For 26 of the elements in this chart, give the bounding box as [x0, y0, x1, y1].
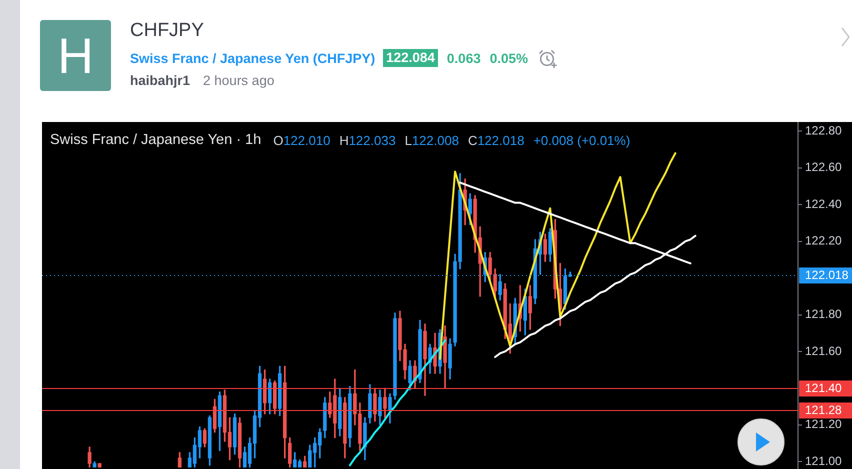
annotation: O122.010 — [273, 132, 330, 148]
y-tick-label: 122.60 — [805, 160, 842, 174]
y-tick-label: 121.80 — [805, 307, 842, 322]
annotation: L122.008 — [404, 132, 459, 148]
text: 0.063 — [446, 50, 481, 66]
text: H — [57, 28, 94, 84]
y-tick-label: 121.20 — [805, 417, 842, 432]
annotation: C122.018 — [468, 132, 524, 148]
ref-line-label: 121.40 — [805, 380, 842, 395]
annotation: Swiss Franc / Japanese Yen · 1h — [50, 132, 262, 148]
ref-line-label: 122.018 — [805, 268, 849, 282]
candlestick — [98, 463, 102, 468]
y-tick-label: 121.00 — [805, 454, 842, 468]
chart-subtitle: Swiss Franc / Japanese Yen (CHFJPY) — [130, 50, 376, 66]
text: 122.084 — [383, 49, 438, 67]
text: 2 hours ago — [203, 73, 274, 88]
text: haibahjr1 — [130, 73, 190, 88]
y-tick-label: 122.80 — [805, 123, 842, 138]
y-tick-label: 122.40 — [805, 196, 842, 211]
annotation: +0.008 (+0.01%) — [533, 132, 630, 148]
text: 0.05% — [490, 50, 528, 66]
y-tick-label: 121.60 — [805, 344, 842, 358]
chart-title: CHFJPY — [130, 19, 204, 43]
ref-line-label: 121.28 — [805, 402, 842, 417]
y-tick-label: 122.20 — [805, 234, 842, 248]
annotation: H122.033 — [339, 132, 396, 148]
